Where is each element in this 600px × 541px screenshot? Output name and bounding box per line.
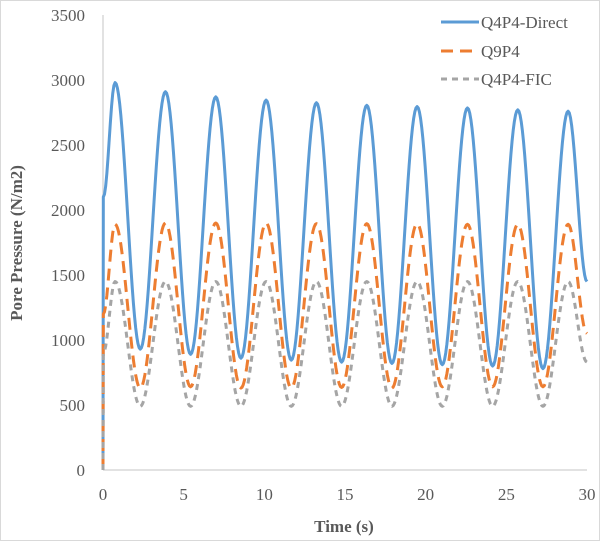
series-line-q4p4-direct xyxy=(101,81,589,471)
y-tick-label: 0 xyxy=(77,461,86,480)
y-tick-label: 500 xyxy=(60,396,86,415)
x-tick-label: 15 xyxy=(337,485,354,504)
x-tick-label: 20 xyxy=(417,485,434,504)
legend-label: Q9P4 xyxy=(481,42,520,61)
series-line-q9p4 xyxy=(101,221,588,471)
legend-label: Q4P4-Direct xyxy=(481,13,568,32)
x-tick-label: 0 xyxy=(99,485,108,504)
series-line-q4p4-fic xyxy=(101,280,588,471)
x-tick-label: 10 xyxy=(256,485,273,504)
y-tick-label: 3500 xyxy=(51,6,85,25)
x-tick-label: 5 xyxy=(179,485,188,504)
x-tick-label: 30 xyxy=(579,485,596,504)
legend-label: Q4P4-FIC xyxy=(481,70,552,89)
legend: Q4P4-Direct Q9P4 Q4P4-FIC xyxy=(441,13,568,89)
y-tick-label: 1000 xyxy=(51,331,85,350)
x-axis-title: Time (s) xyxy=(314,517,374,536)
x-tick-label: 25 xyxy=(498,485,515,504)
y-tick-label: 2000 xyxy=(51,201,85,220)
y-tick-label: 1500 xyxy=(51,266,85,285)
y-tick-label: 2500 xyxy=(51,136,85,155)
y-tick-label: 3000 xyxy=(51,71,85,90)
y-axis-title: Pore Pressure (N/m2) xyxy=(7,165,26,321)
